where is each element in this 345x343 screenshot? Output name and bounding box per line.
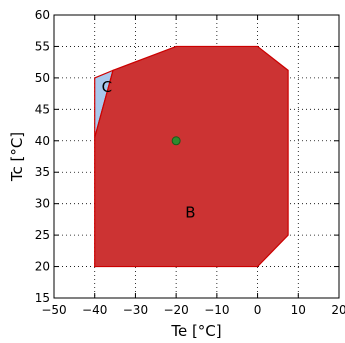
y-tick-label: 15 — [35, 291, 50, 305]
y-tick-label: 60 — [35, 8, 50, 22]
region-b-label: B — [185, 204, 195, 222]
x-tick-label: 20 — [331, 303, 345, 317]
plot-frame — [53, 14, 340, 299]
axis-ticks: −50 −40 −30 −20 −10 0 10 20 15 20 25 30 35 40 45 50 55 60 — [35, 8, 345, 317]
x-tick-label: 10 — [291, 303, 306, 317]
y-tick-label: 25 — [35, 228, 50, 242]
operating-point-marker — [171, 136, 181, 146]
x-tick-label: −30 — [123, 303, 148, 317]
x-tick-label: −40 — [82, 303, 107, 317]
data-markers — [171, 136, 181, 146]
x-tick-label: 0 — [254, 303, 262, 317]
operating-regions: CB — [94, 45, 289, 268]
x-tick-label: −10 — [204, 303, 229, 317]
region-b — [94, 45, 289, 268]
y-tick-label: 45 — [35, 102, 50, 116]
x-tick-label: −50 — [41, 303, 66, 317]
region-c-label: C — [102, 78, 112, 96]
y-tick-label: 30 — [35, 197, 50, 211]
y-tick-label: 40 — [35, 134, 50, 148]
y-tick-label: 35 — [35, 165, 50, 179]
x-axis-label: Te [°C] — [170, 322, 221, 340]
y-tick-label: 50 — [35, 71, 50, 85]
y-tick-label: 20 — [35, 260, 50, 274]
y-axis-label: Tc [°C] — [8, 132, 26, 182]
y-tick-label: 55 — [35, 39, 50, 53]
x-tick-label: −20 — [163, 303, 188, 317]
